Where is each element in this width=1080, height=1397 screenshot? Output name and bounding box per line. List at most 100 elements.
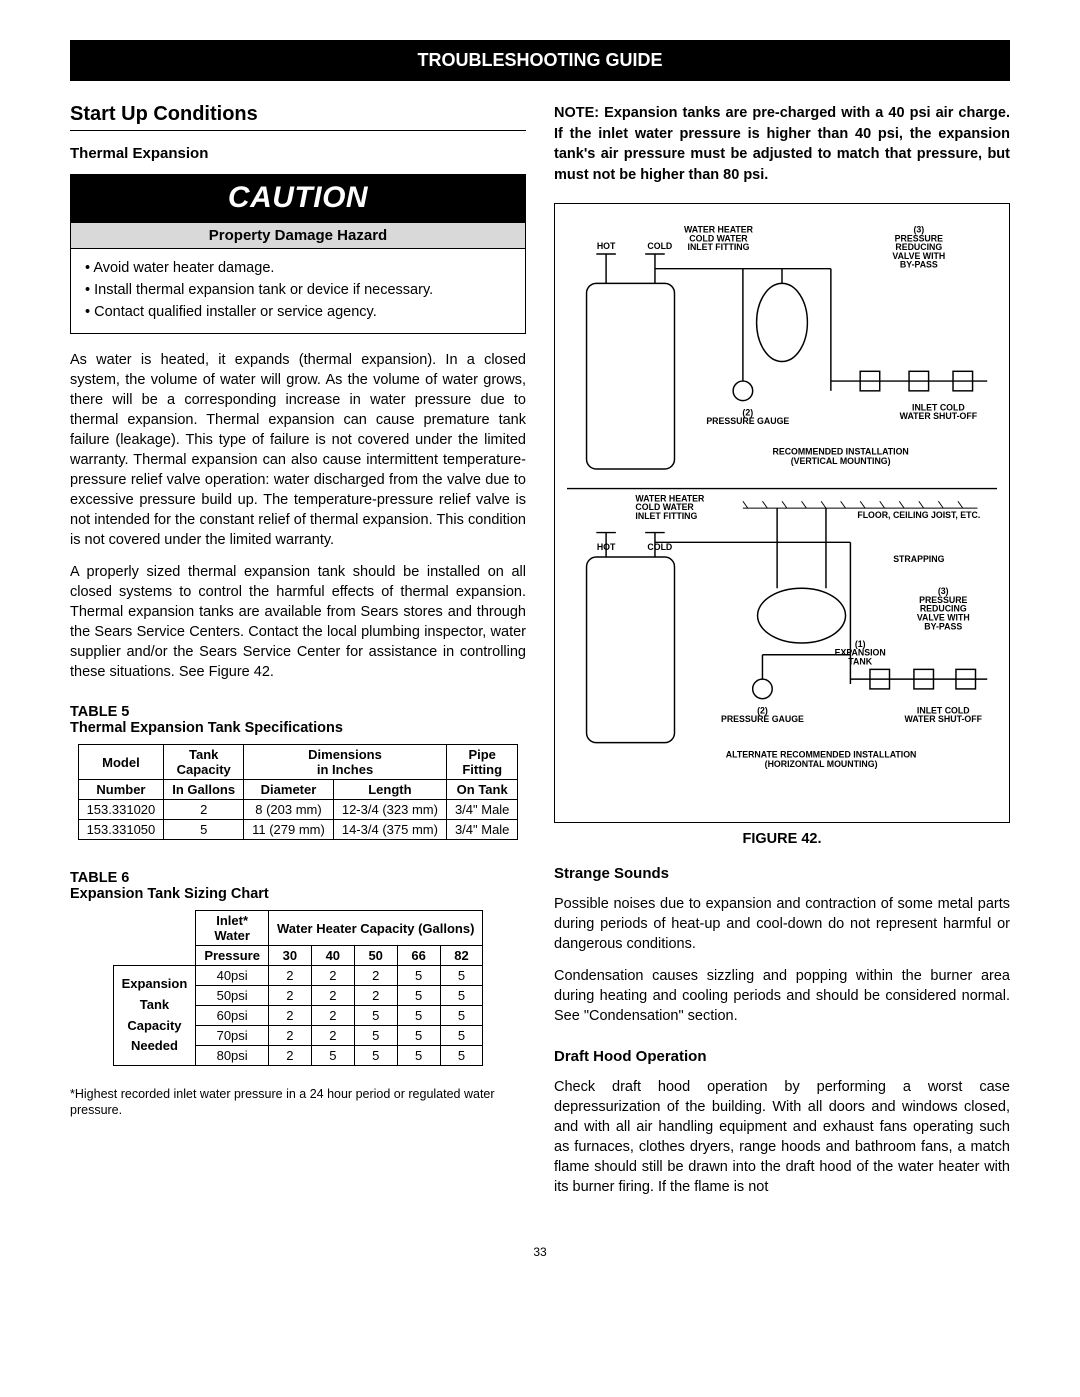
subheading-draft-hood: Draft Hood Operation xyxy=(554,1048,1010,1065)
title-underline xyxy=(70,130,526,131)
td: 153.331050 xyxy=(78,820,164,840)
td: 5 xyxy=(311,1046,354,1066)
th: Number xyxy=(78,780,164,800)
th-blank xyxy=(113,911,196,966)
th: Water Heater Capacity (Gallons) xyxy=(268,911,482,946)
subheading-strange-sounds: Strange Sounds xyxy=(554,865,1010,882)
th: Dimensionsin Inches xyxy=(244,745,447,780)
th: Inlet*Water xyxy=(196,911,269,946)
caution-bullet: Install thermal expansion tank or device… xyxy=(85,279,511,301)
th: Length xyxy=(333,780,446,800)
label-strapping: STRAPPING xyxy=(893,554,944,564)
table6: Inlet*Water Water Heater Capacity (Gallo… xyxy=(113,910,484,1066)
label-alt: ALTERNATE RECOMMENDED INSTALLATION xyxy=(726,750,917,760)
td: 12-3/4 (323 mm) xyxy=(333,800,446,820)
td: 70psi xyxy=(196,1026,269,1046)
td: 2 xyxy=(311,986,354,1006)
label: BY-PASS xyxy=(900,260,938,270)
table-row: 153.331020 2 8 (203 mm) 12-3/4 (323 mm) … xyxy=(78,800,518,820)
td: 50psi xyxy=(196,986,269,1006)
label-cold2: COLD xyxy=(647,542,672,552)
right-column: NOTE: Expansion tanks are pre-charged wi… xyxy=(554,103,1010,1209)
label: PRESSURE GAUGE xyxy=(706,416,789,426)
label: PRESSURE GAUGE xyxy=(721,714,804,724)
td: 14-3/4 (375 mm) xyxy=(333,820,446,840)
td: 80psi xyxy=(196,1046,269,1066)
th: Model xyxy=(78,745,164,780)
td: 2 xyxy=(268,1046,311,1066)
paragraph: As water is heated, it expands (thermal … xyxy=(70,350,526,550)
left-column: Start Up Conditions Thermal Expansion CA… xyxy=(70,103,526,1209)
td: 5 xyxy=(440,1046,483,1066)
th: Pressure xyxy=(196,946,269,966)
paragraph: Check draft hood operation by performing… xyxy=(554,1077,1010,1197)
td: 2 xyxy=(311,966,354,986)
table-row: 153.331050 5 11 (279 mm) 14-3/4 (375 mm)… xyxy=(78,820,518,840)
table6-label: TABLE 6 xyxy=(70,870,526,886)
caution-subheader: Property Damage Hazard xyxy=(71,223,525,249)
td: 5 xyxy=(440,966,483,986)
td: 2 xyxy=(268,1026,311,1046)
label: WATER SHUT-OFF xyxy=(905,714,983,724)
th: 30 xyxy=(268,946,311,966)
caution-bullet: Avoid water heater damage. xyxy=(85,257,511,279)
subheading-thermal-expansion: Thermal Expansion xyxy=(70,145,526,162)
row-header: ExpansionTankCapacityNeeded xyxy=(113,966,196,1066)
th: Diameter xyxy=(244,780,334,800)
table5: Model TankCapacity Dimensionsin Inches P… xyxy=(78,744,519,840)
label: WATER SHUT-OFF xyxy=(900,411,978,421)
td: 5 xyxy=(397,986,440,1006)
caution-bullet-list: Avoid water heater damage. Install therm… xyxy=(71,249,525,333)
label-cold: COLD xyxy=(647,241,672,251)
table5-label: TABLE 5 xyxy=(70,704,526,720)
td: 5 xyxy=(397,966,440,986)
paragraph: Possible noises due to expansion and con… xyxy=(554,894,1010,954)
caution-bullet: Contact qualified installer or service a… xyxy=(85,301,511,323)
section-title: Start Up Conditions xyxy=(70,103,526,126)
td: 2 xyxy=(164,800,244,820)
th: 50 xyxy=(354,946,397,966)
label: TANK xyxy=(848,657,872,667)
label: (HORIZONTAL MOUNTING) xyxy=(765,759,878,769)
td: 2 xyxy=(354,986,397,1006)
th: TankCapacity xyxy=(164,745,244,780)
page-number: 33 xyxy=(70,1245,1010,1259)
td: 153.331020 xyxy=(78,800,164,820)
td: 5 xyxy=(440,1026,483,1046)
td: 5 xyxy=(440,986,483,1006)
th: In Gallons xyxy=(164,780,244,800)
th: 82 xyxy=(440,946,483,966)
two-column-layout: Start Up Conditions Thermal Expansion CA… xyxy=(70,103,1010,1209)
td: 40psi xyxy=(196,966,269,986)
table-row: ExpansionTankCapacityNeeded 40psi22255 xyxy=(113,966,483,986)
td: 5 xyxy=(397,1006,440,1026)
td: 3/4" Male xyxy=(446,820,517,840)
paragraph: Condensation causes sizzling and popping… xyxy=(554,966,1010,1026)
th: 66 xyxy=(397,946,440,966)
td: 2 xyxy=(268,1006,311,1026)
th: 40 xyxy=(311,946,354,966)
td: 5 xyxy=(354,1006,397,1026)
td: 5 xyxy=(164,820,244,840)
label-rec-vert: RECOMMENDED INSTALLATION xyxy=(773,447,909,457)
label-floor: FLOOR, CEILING JOIST, ETC. xyxy=(857,510,980,520)
page-header-bar: TROUBLESHOOTING GUIDE xyxy=(70,40,1010,81)
table5-caption: Thermal Expansion Tank Specifications xyxy=(70,720,526,736)
label: INLET FITTING xyxy=(635,511,697,521)
td: 2 xyxy=(268,966,311,986)
caution-box: CAUTION Property Damage Hazard Avoid wat… xyxy=(70,174,526,334)
td: 5 xyxy=(397,1026,440,1046)
td: 8 (203 mm) xyxy=(244,800,334,820)
td: 5 xyxy=(440,1006,483,1026)
paragraph: A properly sized thermal expansion tank … xyxy=(70,562,526,682)
td: 5 xyxy=(354,1046,397,1066)
label-hot2: HOT xyxy=(597,542,616,552)
td: 60psi xyxy=(196,1006,269,1026)
figure-caption: FIGURE 42. xyxy=(554,831,1010,847)
td: 3/4" Male xyxy=(446,800,517,820)
td: 2 xyxy=(354,966,397,986)
table6-caption: Expansion Tank Sizing Chart xyxy=(70,886,526,902)
td: 5 xyxy=(397,1046,440,1066)
td: 2 xyxy=(268,986,311,1006)
plumbing-diagram-icon: HOT COLD WATER HEATER COLD WATER INLET F… xyxy=(567,216,997,810)
